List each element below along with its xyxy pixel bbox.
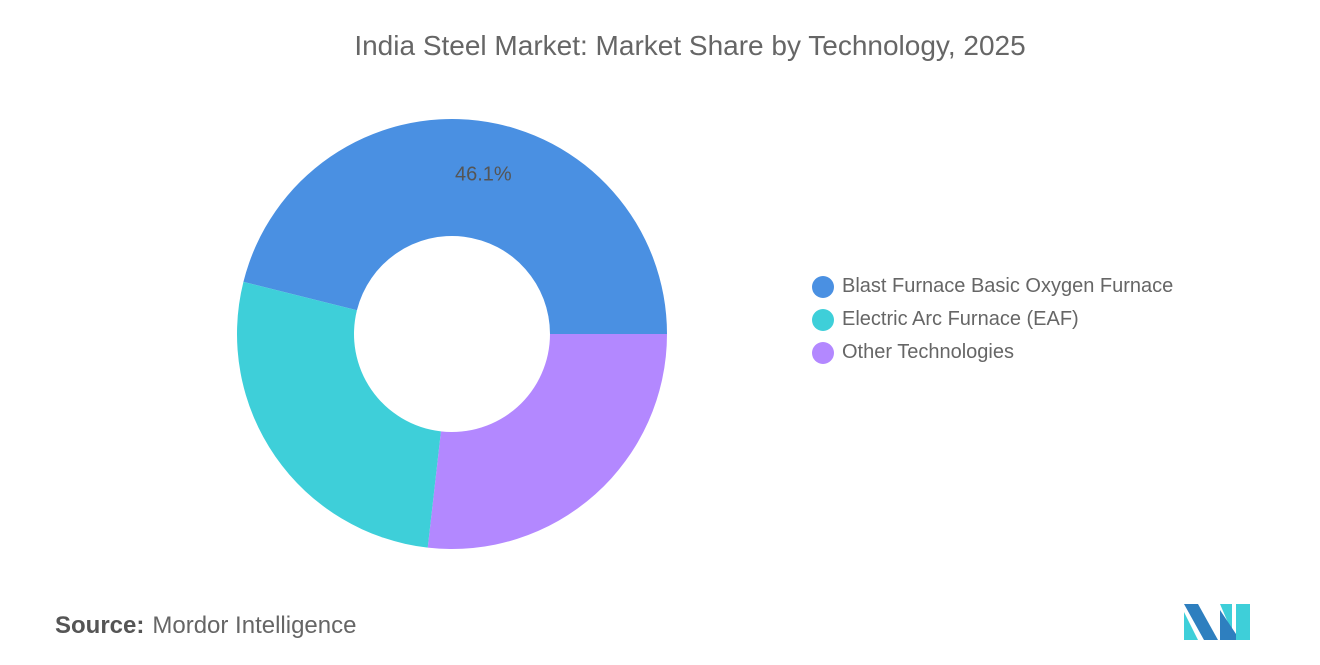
chart-title: India Steel Market: Market Share by Tech… — [354, 30, 1026, 61]
source-note: Source: Mordor Intelligence — [55, 612, 356, 640]
legend-label: Other Technologies — [842, 341, 1014, 363]
slice-bf-bof[interactable] — [243, 118, 667, 334]
source-value: Mordor Intelligence — [152, 612, 357, 639]
data-label-bf-bof: 46.1% — [455, 164, 512, 186]
legend-item-other[interactable]: Other Technologies — [812, 336, 1173, 369]
legend-marker — [812, 308, 834, 331]
legend-item-eaf[interactable]: Electric Arc Furnace (EAF) — [812, 303, 1173, 336]
legend: Blast Furnace Basic Oxygen Furnace Elect… — [812, 270, 1173, 369]
legend-item-bf-bof[interactable]: Blast Furnace Basic Oxygen Furnace — [812, 270, 1173, 303]
legend-label: Electric Arc Furnace (EAF) — [842, 308, 1079, 330]
source-label: Source: — [55, 612, 145, 639]
mordor-logo — [1184, 604, 1250, 640]
legend-marker — [812, 275, 834, 298]
legend-label: Blast Furnace Basic Oxygen Furnace — [842, 275, 1174, 297]
legend-marker — [812, 341, 834, 364]
slice-other[interactable] — [427, 334, 667, 549]
slice-eaf[interactable] — [236, 281, 441, 548]
